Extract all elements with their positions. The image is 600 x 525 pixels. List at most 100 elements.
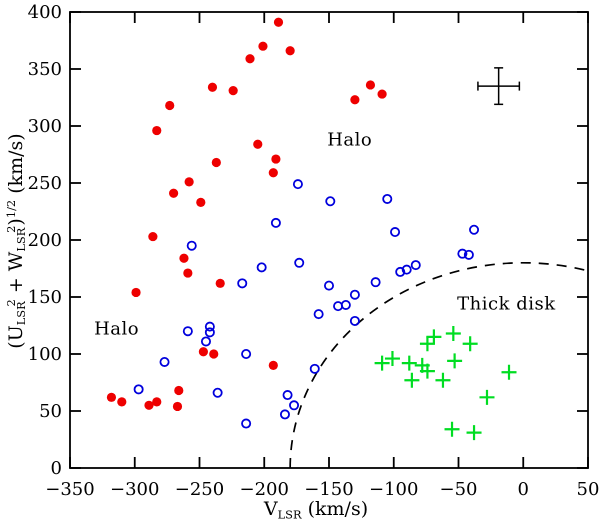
data-point-thick-disk-plus-green bbox=[384, 351, 400, 367]
data-point-halo-filled-red bbox=[273, 17, 284, 27]
data-point-halo-filled-red bbox=[148, 231, 158, 242]
data-point-halo-open-blue bbox=[410, 260, 421, 271]
data-point-halo-open-blue bbox=[457, 248, 468, 259]
data-point-halo-filled-red bbox=[198, 347, 208, 357]
data-point-halo-open-blue bbox=[159, 356, 170, 367]
data-point-halo-filled-red bbox=[228, 86, 238, 96]
data-point-halo-open-blue bbox=[333, 301, 344, 312]
y-axis-title: (ULSR2 + WLSR2)1/2 (km/s) bbox=[4, 133, 29, 349]
data-point-halo-open-blue bbox=[294, 257, 305, 268]
data-point-halo-open-blue bbox=[309, 363, 320, 374]
data-point-halo-filled-red bbox=[285, 46, 295, 56]
data-point-thick-disk-plus-green bbox=[447, 353, 463, 369]
x-axis-title: VLSR (km/s) bbox=[263, 498, 369, 522]
data-point-halo-open-blue bbox=[212, 387, 223, 398]
data-point-halo-filled-red bbox=[268, 360, 278, 370]
data-point-halo-open-blue bbox=[289, 400, 300, 411]
data-point-halo-filled-red bbox=[377, 89, 387, 99]
data-point-halo-filled-red bbox=[144, 400, 154, 410]
data-point-halo-open-blue bbox=[204, 327, 215, 338]
data-point-halo-filled-red bbox=[106, 392, 117, 402]
x-tick-label: −50 bbox=[440, 479, 478, 500]
data-point-halo-filled-red bbox=[209, 349, 219, 359]
y-tick-label: 350 bbox=[28, 59, 62, 80]
data-point-halo-filled-red bbox=[258, 41, 268, 51]
data-point-halo-open-blue bbox=[200, 336, 211, 347]
data-point-halo-filled-red bbox=[165, 100, 175, 111]
data-point-halo-open-blue bbox=[292, 179, 303, 190]
data-point-halo-filled-red bbox=[131, 287, 141, 298]
data-point-halo-filled-red bbox=[207, 82, 218, 92]
data-point-halo-open-blue bbox=[469, 224, 480, 235]
y-tick-label: 0 bbox=[51, 458, 62, 479]
y-tick-label: 250 bbox=[28, 173, 62, 194]
data-point-halo-filled-red bbox=[350, 95, 360, 105]
data-point-halo-filled-red bbox=[152, 125, 162, 136]
data-point-halo-open-blue bbox=[370, 277, 381, 288]
x-tick-label: −350 bbox=[45, 479, 94, 500]
data-point-thick-disk-plus-green bbox=[444, 421, 460, 437]
y-tick-label: 100 bbox=[28, 344, 62, 365]
data-point-halo-open-blue bbox=[340, 299, 351, 310]
x-tick-label: 0 bbox=[518, 479, 529, 500]
x-tick-label: −300 bbox=[110, 479, 159, 500]
data-point-halo-open-blue bbox=[401, 264, 412, 275]
data-point-thick-disk-plus-green bbox=[466, 425, 482, 441]
data-point-thick-disk-plus-green bbox=[374, 355, 390, 371]
x-tick-label: −100 bbox=[369, 479, 418, 500]
data-point-halo-open-blue bbox=[325, 196, 336, 207]
data-point-halo-open-blue bbox=[186, 240, 197, 251]
data-point-halo-open-blue bbox=[349, 315, 360, 326]
data-point-thick-disk-plus-green bbox=[435, 372, 451, 388]
data-point-halo-filled-red bbox=[183, 268, 193, 278]
data-point-halo-filled-red bbox=[196, 197, 206, 207]
y-tick-label: 200 bbox=[28, 230, 62, 251]
data-point-halo-filled-red bbox=[117, 397, 127, 407]
data-point-halo-filled-red bbox=[215, 278, 225, 288]
data-point-halo-filled-red bbox=[245, 54, 255, 64]
data-point-thick-disk-plus-green bbox=[501, 364, 517, 380]
data-point-halo-open-blue bbox=[395, 266, 406, 277]
data-point-halo-open-blue bbox=[241, 348, 252, 359]
y-tick-label: 50 bbox=[39, 401, 62, 422]
data-point-halo-filled-red bbox=[365, 80, 376, 90]
data-point-thick-disk-plus-green bbox=[419, 336, 435, 352]
data-point-halo-filled-red bbox=[169, 188, 179, 198]
data-point-halo-filled-red bbox=[179, 253, 189, 263]
thick-disk-boundary-dashed-curve bbox=[289, 261, 589, 469]
data-point-thick-disk-plus-green bbox=[419, 363, 435, 379]
data-point-halo-open-blue bbox=[463, 249, 474, 260]
y-tick-label: 300 bbox=[28, 116, 62, 137]
x-tick-label: −150 bbox=[304, 479, 353, 500]
data-point-halo-open-blue bbox=[282, 390, 293, 401]
data-point-halo-open-blue bbox=[133, 384, 144, 395]
data-point-halo-open-blue bbox=[382, 193, 393, 204]
data-point-halo-open-blue bbox=[182, 326, 193, 337]
data-point-halo-filled-red bbox=[268, 168, 278, 178]
y-tick-label: 400 bbox=[28, 2, 62, 23]
data-point-halo-open-blue bbox=[270, 217, 281, 228]
data-point-halo-filled-red bbox=[271, 154, 281, 164]
data-point-halo-filled-red bbox=[184, 177, 194, 187]
data-point-thick-disk-plus-green bbox=[404, 372, 420, 388]
x-tick-label: −200 bbox=[240, 479, 289, 500]
data-point-halo-open-blue bbox=[390, 227, 401, 238]
data-point-halo-open-blue bbox=[241, 418, 252, 429]
x-tick-label: 50 bbox=[577, 479, 600, 500]
data-point-halo-open-blue bbox=[279, 409, 290, 420]
data-point-thick-disk-plus-green bbox=[462, 336, 478, 352]
y-tick-label: 150 bbox=[28, 287, 62, 308]
data-point-halo-open-blue bbox=[323, 280, 334, 291]
x-tick-label: −250 bbox=[175, 479, 224, 500]
data-point-thick-disk-plus-green bbox=[401, 355, 417, 371]
data-point-halo-filled-red bbox=[172, 401, 183, 412]
annotation-thick-disk: Thick disk bbox=[457, 293, 556, 315]
data-point-thick-disk-plus-green bbox=[445, 325, 461, 341]
data-point-halo-filled-red bbox=[174, 385, 184, 396]
data-point-halo-open-blue bbox=[313, 309, 324, 320]
data-point-halo-open-blue bbox=[237, 278, 248, 289]
data-point-thick-disk-plus-green bbox=[479, 389, 495, 405]
plot-frame bbox=[69, 11, 589, 469]
